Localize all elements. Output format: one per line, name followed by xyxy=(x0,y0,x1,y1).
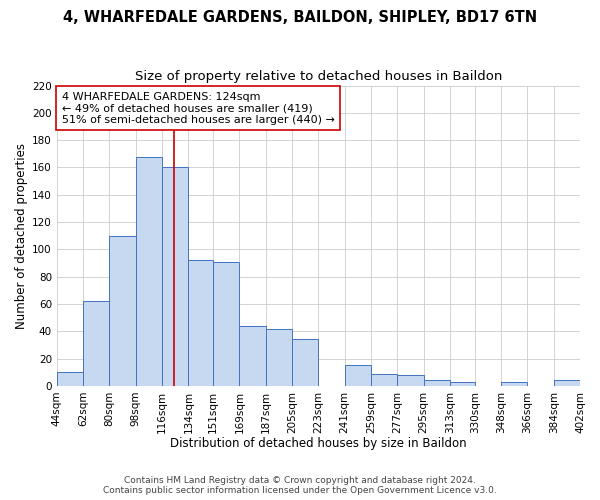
Bar xyxy=(109,236,136,386)
Text: Contains HM Land Registry data © Crown copyright and database right 2024.
Contai: Contains HM Land Registry data © Crown c… xyxy=(103,476,497,495)
Bar xyxy=(239,326,266,386)
Text: 4, WHARFEDALE GARDENS, BAILDON, SHIPLEY, BD17 6TN: 4, WHARFEDALE GARDENS, BAILDON, SHIPLEY,… xyxy=(63,10,537,25)
Bar xyxy=(162,168,188,386)
Bar xyxy=(57,372,83,386)
Bar xyxy=(450,382,475,386)
Bar xyxy=(266,328,292,386)
Bar xyxy=(292,340,319,386)
Bar xyxy=(424,380,450,386)
Text: 4 WHARFEDALE GARDENS: 124sqm
← 49% of detached houses are smaller (419)
51% of s: 4 WHARFEDALE GARDENS: 124sqm ← 49% of de… xyxy=(62,92,335,125)
Bar xyxy=(501,382,527,386)
Bar xyxy=(188,260,213,386)
Bar xyxy=(83,301,109,386)
Bar xyxy=(344,366,371,386)
Bar xyxy=(397,375,424,386)
Bar xyxy=(554,380,580,386)
Title: Size of property relative to detached houses in Baildon: Size of property relative to detached ho… xyxy=(135,70,502,83)
Y-axis label: Number of detached properties: Number of detached properties xyxy=(15,142,28,328)
Bar xyxy=(371,374,397,386)
Bar xyxy=(136,156,162,386)
Bar xyxy=(213,262,239,386)
X-axis label: Distribution of detached houses by size in Baildon: Distribution of detached houses by size … xyxy=(170,437,467,450)
